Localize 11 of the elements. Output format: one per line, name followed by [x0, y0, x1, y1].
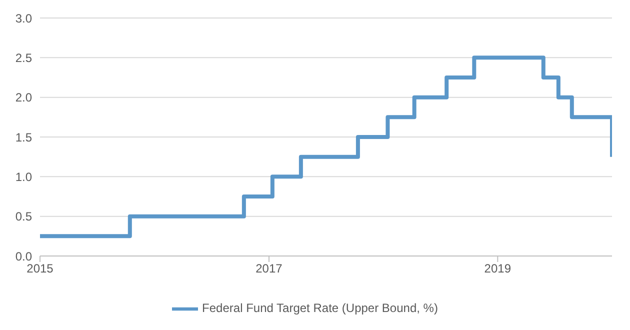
- y-tick-label: 3.0: [15, 11, 32, 26]
- y-tick-label: 1.0: [15, 170, 32, 184]
- x-tick-label: 2015: [26, 262, 54, 276]
- y-tick-label: 2.0: [15, 90, 32, 105]
- y-tick-label: 1.5: [15, 130, 32, 144]
- y-tick-label: 0.5: [15, 210, 32, 224]
- x-tick-label: 2019: [484, 262, 512, 276]
- y-tick-label: 0.0: [15, 249, 32, 264]
- y-tick-label: 2.5: [15, 50, 32, 65]
- x-tick-label: 2017: [256, 262, 283, 276]
- legend-label: Federal Fund Target Rate (Upper Bound, %): [202, 301, 438, 316]
